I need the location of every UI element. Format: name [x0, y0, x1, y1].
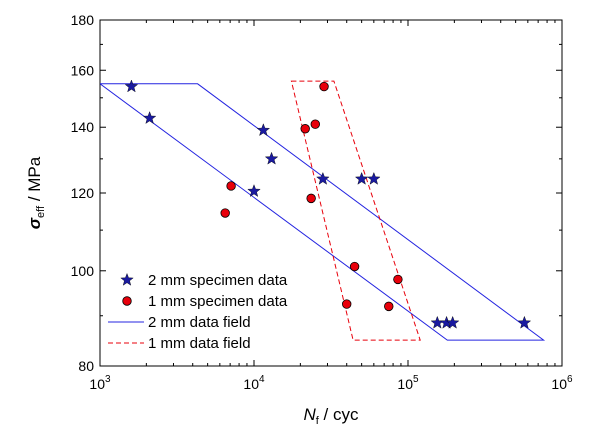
data-point-1mm [310, 119, 320, 129]
data-point-1mm [300, 124, 310, 134]
x-axis-symbol: N [303, 405, 316, 424]
legend: 2 mm specimen data 1 mm specimen data 2 mm… [108, 272, 288, 352]
axis-ticks [99, 19, 563, 367]
data-point-1mm [306, 193, 316, 204]
data-point-2mm [367, 171, 381, 185]
y-tick-label: 140 [71, 119, 95, 135]
field-2mm-outline [100, 83, 546, 341]
data-point-2mm [445, 315, 460, 329]
x-tick-base: 10 [243, 376, 259, 392]
x-tick-label: 106 [551, 374, 573, 392]
data-point-2mm [256, 123, 271, 137]
y-tick-label: 180 [71, 12, 95, 28]
data-point-2mm [264, 151, 279, 165]
legend-label: 2 mm data field [148, 314, 251, 331]
x-tick-base: 10 [551, 376, 567, 392]
legend-label: 2 mm specimen data [148, 272, 288, 289]
x-tick-exponent: 5 [413, 374, 419, 385]
y-axis-subscript: eff [35, 205, 47, 218]
data-point-2mm [142, 111, 157, 124]
x-tick-label: 104 [243, 374, 265, 392]
x-axis-title: Nf / cyc [303, 405, 359, 427]
data-point-2mm [247, 184, 261, 197]
legend-entry-1mm-field: 1 mm data field [108, 335, 251, 352]
data-point-1mm [393, 274, 403, 285]
y-tick-label: 80 [78, 358, 94, 374]
y-axis-symbol: σ [25, 217, 44, 229]
y-tick-label: 100 [71, 263, 95, 279]
data-point-1mm [226, 181, 236, 191]
data-point-1mm [349, 261, 360, 272]
data-point-1mm [342, 299, 352, 309]
legend-label: 1 mm data field [148, 335, 251, 352]
data-point-2mm [430, 315, 445, 329]
x-tick-base: 10 [397, 376, 413, 392]
data-point-1mm [319, 81, 329, 92]
legend-star-icon [120, 272, 134, 286]
x-tick-exponent: 6 [567, 374, 573, 385]
data-point-2mm [124, 79, 139, 93]
data-point-2mm [517, 315, 532, 329]
legend-circle-icon [122, 296, 132, 306]
x-axis-unit: / cyc [319, 405, 359, 424]
x-axis-subscript: f [316, 415, 320, 427]
y-tick-label: 120 [71, 185, 95, 201]
x-tick-base: 10 [89, 376, 105, 392]
data-point-1mm [220, 208, 230, 218]
axis-titles: Nf / cyc σeff / MPa [25, 156, 359, 427]
data-point-2mm [316, 171, 330, 185]
data-fields [100, 80, 546, 341]
y-axis-title: σeff / MPa [25, 156, 47, 229]
legend-entry-2mm-data: 2 mm specimen data [120, 272, 288, 289]
y-tick-label: 160 [71, 62, 95, 78]
data-points [124, 79, 532, 329]
field-1mm-outline [290, 80, 421, 341]
data-point-1mm [384, 301, 394, 312]
x-tick-exponent: 4 [259, 374, 265, 385]
data-point-2mm [354, 171, 369, 185]
x-tick-label: 103 [89, 374, 111, 392]
legend-entry-2mm-field: 2 mm data field [108, 314, 251, 331]
legend-label: 1 mm specimen data [148, 293, 288, 310]
legend-entry-1mm-data: 1 mm specimen data [122, 293, 288, 310]
x-tick-label: 105 [397, 374, 419, 392]
x-tick-exponent: 3 [105, 374, 111, 385]
y-axis-unit: / MPa [25, 156, 44, 206]
